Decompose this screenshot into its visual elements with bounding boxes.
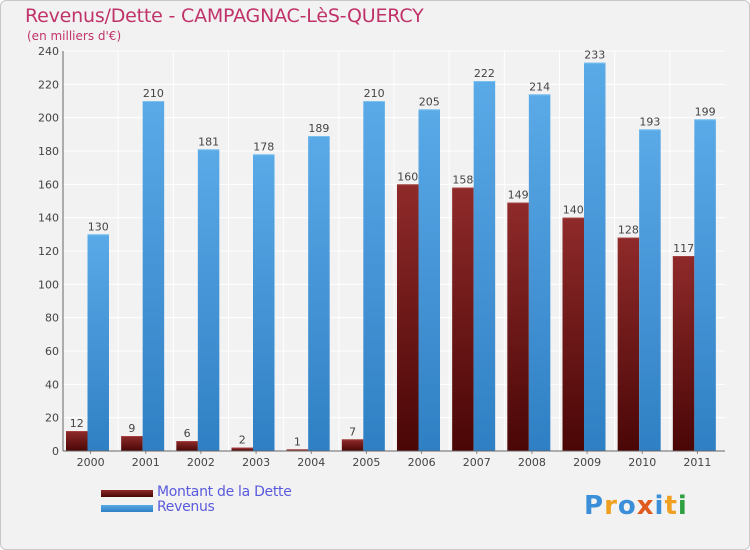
data-label: 6 (184, 427, 191, 440)
x-tick-label: 2001 (132, 456, 160, 469)
x-tick-label: 2005 (352, 456, 380, 469)
bar-dette (176, 441, 198, 451)
x-tick-label: 2006 (408, 456, 436, 469)
legend-label-dette: Montant de la Dette (157, 484, 292, 500)
bar-dette (562, 217, 584, 451)
y-tick-label: 40 (45, 378, 59, 391)
x-tick-label: 2002 (187, 456, 215, 469)
data-label: 117 (673, 242, 694, 255)
bar-revenus (473, 81, 496, 451)
data-label: 1 (294, 435, 301, 448)
data-label: 140 (563, 204, 584, 217)
legend-label-revenus: Revenus (157, 499, 215, 515)
y-tick-label: 20 (45, 412, 59, 425)
proxiti-logo: Proxiti (584, 491, 688, 521)
bar-dette (66, 431, 88, 451)
x-tick-label: 2000 (77, 456, 105, 469)
x-tick-label: 2008 (518, 456, 546, 469)
bars-layer (66, 62, 716, 452)
data-label: 193 (639, 115, 660, 128)
data-label: 149 (508, 189, 529, 202)
bar-revenus (528, 94, 551, 451)
bar-dette (121, 436, 143, 451)
y-tick-label: 120 (38, 245, 59, 258)
labels-layer: 0204060801001201401601802002202401213020… (38, 45, 725, 469)
x-tick-label: 2007 (463, 456, 491, 469)
x-tick-label: 2009 (573, 456, 601, 469)
bar-revenus (87, 234, 109, 451)
bar-revenus (639, 129, 661, 452)
data-label: 199 (695, 105, 716, 118)
bar-revenus (308, 136, 330, 451)
data-label: 210 (143, 87, 164, 100)
bar-revenus (197, 149, 220, 452)
x-tick-label: 2003 (242, 456, 270, 469)
data-label: 7 (349, 425, 356, 438)
data-label: 205 (419, 95, 440, 108)
data-label: 181 (198, 135, 219, 148)
legend-swatch-revenus (101, 505, 153, 512)
bar-dette (397, 184, 419, 452)
data-label: 12 (70, 417, 84, 430)
bar-revenus (253, 154, 275, 452)
y-tick-label: 160 (38, 178, 59, 191)
bar-revenus (584, 62, 606, 452)
y-tick-label: 0 (52, 445, 59, 458)
data-label: 210 (364, 87, 385, 100)
data-label: 189 (308, 122, 329, 135)
grid-layer (63, 50, 725, 452)
data-label: 2 (239, 434, 246, 447)
bar-dette (507, 202, 529, 451)
bar-dette (617, 237, 640, 451)
data-label: 158 (452, 174, 473, 187)
bar-revenus (694, 119, 716, 451)
bar-dette (672, 256, 695, 451)
bar-revenus (363, 101, 385, 451)
y-tick-label: 220 (38, 78, 59, 91)
bar-revenus (418, 109, 440, 451)
data-label: 222 (474, 67, 495, 80)
y-tick-label: 200 (38, 112, 59, 125)
bar-revenus (142, 101, 165, 451)
bar-dette (452, 187, 474, 451)
y-tick-label: 240 (38, 45, 59, 58)
legend-swatch-dette (101, 490, 153, 497)
y-tick-label: 180 (38, 145, 59, 158)
x-tick-label: 2011 (683, 456, 711, 469)
data-label: 233 (584, 49, 605, 62)
x-tick-label: 2010 (628, 456, 656, 469)
x-tick-label: 2004 (297, 456, 325, 469)
data-label: 9 (128, 422, 135, 435)
y-tick-label: 80 (45, 312, 59, 325)
data-label: 130 (88, 220, 109, 233)
chart-title: Revenus/Dette - CAMPAGNAC-LèS-QUERCY (25, 5, 424, 27)
data-label: 214 (529, 80, 550, 93)
chart-subtitle: (en milliers d'€) (27, 29, 122, 43)
data-label: 160 (397, 170, 418, 183)
y-tick-label: 140 (38, 212, 59, 225)
y-tick-label: 60 (45, 345, 59, 358)
data-label: 178 (253, 140, 274, 153)
y-tick-label: 100 (38, 278, 59, 291)
bar-dette (231, 447, 253, 451)
data-label: 128 (618, 224, 639, 237)
bar-dette (341, 439, 364, 451)
